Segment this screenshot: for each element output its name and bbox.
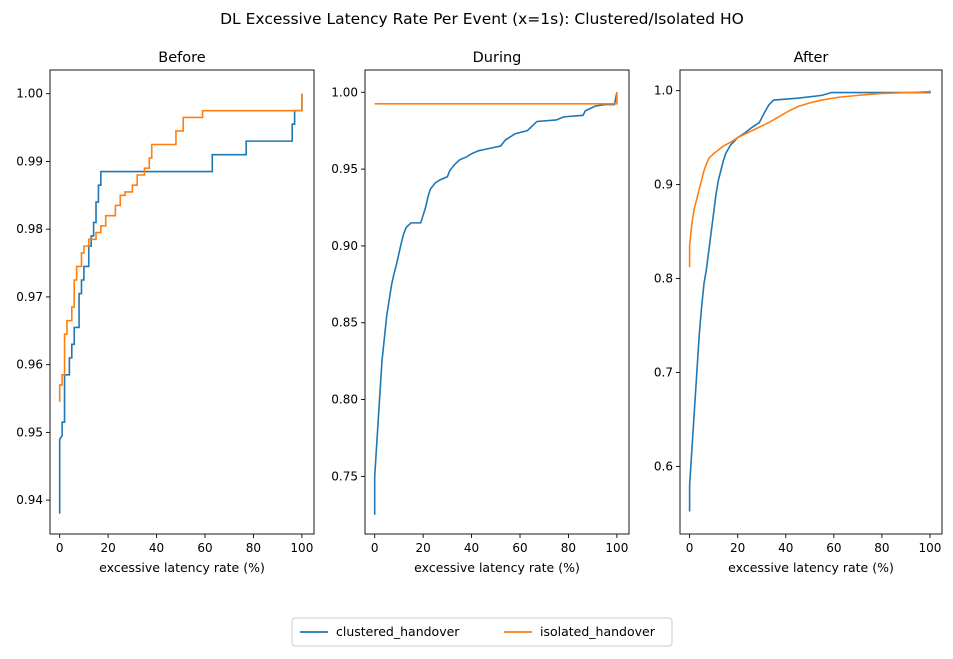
x-tick-label-during: 0 — [371, 541, 379, 555]
x-tick-label-after: 40 — [778, 541, 793, 555]
x-tick-label-after: 100 — [919, 541, 942, 555]
series-line-clustered-during — [373, 92, 618, 515]
x-tick-label-after: 0 — [686, 541, 694, 555]
x-tick-label-during: 100 — [605, 541, 628, 555]
series-line-isolated-after — [688, 90, 931, 268]
figure-title: DL Excessive Latency Rate Per Event (x=1… — [220, 10, 744, 28]
series-line-isolated-during — [374, 92, 618, 105]
x-tick-label-before: 40 — [149, 541, 164, 555]
y-tick-label-after: 0.6 — [654, 459, 673, 473]
y-tick-label-after: 1.0 — [654, 84, 673, 98]
x-tick-label-after: 60 — [826, 541, 841, 555]
y-tick-label-before: 0.94 — [16, 493, 43, 507]
y-tick-label-after: 0.7 — [654, 365, 673, 379]
y-tick-label-during: 0.85 — [331, 316, 358, 330]
y-tick-label-during: 0.80 — [331, 393, 358, 407]
y-tick-label-before: 0.96 — [16, 358, 43, 372]
x-tick-label-before: 20 — [100, 541, 115, 555]
x-tick-label-before: 60 — [197, 541, 212, 555]
axes-frame-after — [679, 69, 943, 535]
y-tick-label-before: 0.98 — [16, 222, 43, 236]
panel-title-during: During — [473, 50, 522, 66]
y-tick-label-before: 0.95 — [16, 425, 43, 439]
legend-box — [291, 617, 673, 647]
y-tick-label-after: 0.9 — [654, 178, 673, 192]
panel-title-after: After — [794, 50, 829, 66]
axes-frame-during — [364, 69, 630, 535]
x-tick-label-before: 0 — [56, 541, 64, 555]
x-tick-label-after: 80 — [874, 541, 889, 555]
y-tick-label-during: 0.90 — [331, 239, 358, 253]
panel-during: During excessive latency rate (%) 0 20 40 6… — [331, 50, 630, 575]
y-tick-label-during: 1.00 — [331, 85, 358, 99]
panel-after: After excessive latency rate (%) 0 20 40 60… — [654, 50, 943, 575]
y-tick-label-before: 0.99 — [16, 154, 43, 168]
x-tick-label-during: 20 — [415, 541, 430, 555]
y-tick-label-before: 1.00 — [16, 87, 43, 101]
series-line-isolated-before — [58, 93, 303, 402]
x-axis-label-during: excessive latency rate (%) — [414, 560, 580, 575]
legend-label-isolated: isolated_handover — [540, 624, 656, 639]
x-tick-label-before: 80 — [246, 541, 261, 555]
x-axis-label-before: excessive latency rate (%) — [99, 560, 265, 575]
y-tick-label-after: 0.8 — [654, 272, 673, 286]
legend-label-clustered: clustered_handover — [336, 624, 460, 639]
x-tick-label-after: 20 — [730, 541, 745, 555]
x-axis-label-after: excessive latency rate (%) — [728, 560, 894, 575]
panel-before: Before excessive latency rate (%) 0 20 40 6… — [16, 50, 315, 575]
panel-title-before: Before — [158, 50, 205, 66]
series-line-clustered-after — [688, 90, 931, 512]
x-tick-label-during: 80 — [561, 541, 576, 555]
x-tick-label-before: 100 — [290, 541, 313, 555]
legend: clustered_handover isolated_handover — [291, 617, 673, 647]
series-line-clustered-before — [58, 93, 303, 514]
x-tick-label-during: 60 — [512, 541, 527, 555]
x-tick-label-during: 40 — [464, 541, 479, 555]
y-tick-label-during: 0.75 — [331, 469, 358, 483]
y-tick-label-before: 0.97 — [16, 290, 43, 304]
y-tick-label-during: 0.95 — [331, 162, 358, 176]
axes-frame-before — [49, 69, 315, 535]
